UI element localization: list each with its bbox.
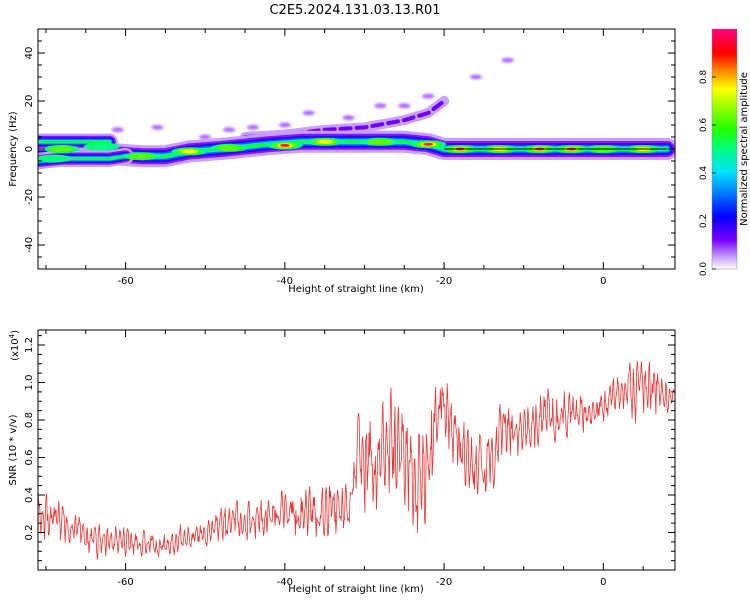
x-tick-label: 0 xyxy=(600,577,606,588)
y-tick-label: 0.4 xyxy=(24,487,35,503)
x-tick-label: -20 xyxy=(436,276,452,287)
spectrogram-hotspot xyxy=(279,143,290,147)
y-tick-label: 1.2 xyxy=(24,337,35,353)
spectrogram-hotspot xyxy=(423,142,434,146)
snr-y-axis-label: SNR (10 * v/v) xyxy=(8,414,19,485)
spectrogram-heatmap xyxy=(38,57,675,170)
y-tick-label: 0 xyxy=(24,146,35,152)
x-tick-label: -40 xyxy=(277,276,293,287)
spectrogram-speck xyxy=(111,127,124,133)
spectrogram-speck xyxy=(501,57,514,63)
spectrogram-x-axis-label: Height of straight line (km) xyxy=(288,284,424,295)
spectrogram-hotspot xyxy=(181,149,198,154)
snr-multiplier-base: (x10 xyxy=(10,338,21,361)
spectrogram-hotspot xyxy=(216,144,243,151)
snr-ticks xyxy=(38,330,675,571)
spectrogram-hotspot xyxy=(83,142,120,151)
spectrogram-speck xyxy=(223,127,236,133)
figure-title: C2E5.2024.131.03.13.R01 xyxy=(269,3,440,18)
x-tick-label: -20 xyxy=(436,577,452,588)
spectrogram-speck xyxy=(342,115,355,121)
spectrogram-speck xyxy=(302,110,315,116)
spectrogram-speck xyxy=(398,103,411,109)
spectrogram-panel: -40 -20 0 20 40 -60 -40 -20 0 Height of straigh… xyxy=(8,28,676,295)
snr-frame xyxy=(37,329,676,571)
y-tick-label: 0.6 xyxy=(24,450,35,466)
colorbar-tick-label: 0.4 xyxy=(699,166,709,181)
colorbar-tick-label: 0.8 xyxy=(699,70,709,85)
colorbar-gradient xyxy=(711,28,738,270)
spectrogram-speck xyxy=(151,124,164,130)
spectrogram-speck xyxy=(422,93,435,99)
y-tick-label: 0.2 xyxy=(24,525,35,541)
spectrogram-hotspot xyxy=(48,146,75,152)
colorbar-ticks: 0.0 0.2 0.4 0.6 0.8 xyxy=(699,70,716,277)
x-tick-label: 0 xyxy=(600,276,606,287)
colorbar-tick-label: 0.6 xyxy=(699,118,709,133)
snr-series-line xyxy=(38,360,675,560)
y-tick-label: 40 xyxy=(24,47,35,60)
colorbar: 0.0 0.2 0.4 0.6 0.8 Normalized spectral ampl… xyxy=(699,28,750,277)
spectrogram-hotspot xyxy=(38,154,72,163)
snr-multiplier: (x104) xyxy=(8,330,21,361)
y-tick-label: -40 xyxy=(24,237,35,253)
snr-y-tick-labels: 0.2 0.4 0.6 0.8 1.0 1.2 xyxy=(24,337,35,540)
snr-multiplier-close: ) xyxy=(10,330,21,334)
colorbar-tick-label: 0.0 xyxy=(699,262,709,277)
y-tick-label: 1.0 xyxy=(24,375,35,391)
colorbar-tick-label: 0.2 xyxy=(699,214,709,228)
snr-panel: 0.2 0.4 0.6 0.8 1.0 1.2 -60 -40 -20 0 Height of … xyxy=(8,329,676,595)
y-tick-label: 20 xyxy=(24,95,35,108)
spectrogram-y-axis-label: Frequency (Hz) xyxy=(8,111,19,187)
snr-multiplier-exponent: 4 xyxy=(8,333,16,338)
spectrogram-hotspot xyxy=(316,139,333,144)
spectrogram-ticks xyxy=(38,28,675,270)
y-tick-label: -20 xyxy=(24,189,35,205)
spectrogram-speck xyxy=(374,103,387,109)
x-tick-label: -60 xyxy=(117,577,133,588)
x-tick-label: -60 xyxy=(117,276,133,287)
y-tick-label: 0.8 xyxy=(24,412,35,428)
spectrogram-speck xyxy=(199,134,212,140)
svg-text:(x104): (x104) xyxy=(8,330,21,361)
spectrogram-hotspot xyxy=(128,153,155,160)
spectrogram-hotspot xyxy=(367,138,394,145)
spectrogram-y-tick-labels: -40 -20 0 20 40 xyxy=(24,47,35,254)
x-tick-label: -40 xyxy=(277,577,293,588)
spectrogram-speck xyxy=(469,74,482,80)
spectrogram-speck xyxy=(278,122,291,128)
colorbar-label: Normalized spectral amplitude xyxy=(739,72,750,226)
snr-x-axis-label: Height of straight line (km) xyxy=(288,584,424,595)
spectrogram-x-tick-labels: -60 -40 -20 0 xyxy=(117,276,606,287)
spectrogram-speck xyxy=(246,124,259,130)
snr-x-tick-labels: -60 -40 -20 0 xyxy=(117,577,606,588)
